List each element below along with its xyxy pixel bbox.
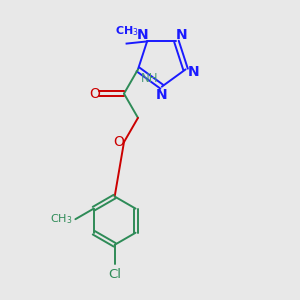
Text: CH$_3$: CH$_3$ — [115, 25, 139, 38]
Text: N: N — [156, 88, 168, 102]
Text: N: N — [188, 65, 199, 79]
Text: CH$_3$: CH$_3$ — [50, 212, 73, 226]
Text: O: O — [89, 87, 100, 100]
Text: N: N — [176, 28, 187, 42]
Text: Cl: Cl — [108, 268, 121, 281]
Text: O: O — [113, 135, 124, 149]
Text: N: N — [136, 28, 148, 42]
Text: NH: NH — [141, 72, 159, 85]
